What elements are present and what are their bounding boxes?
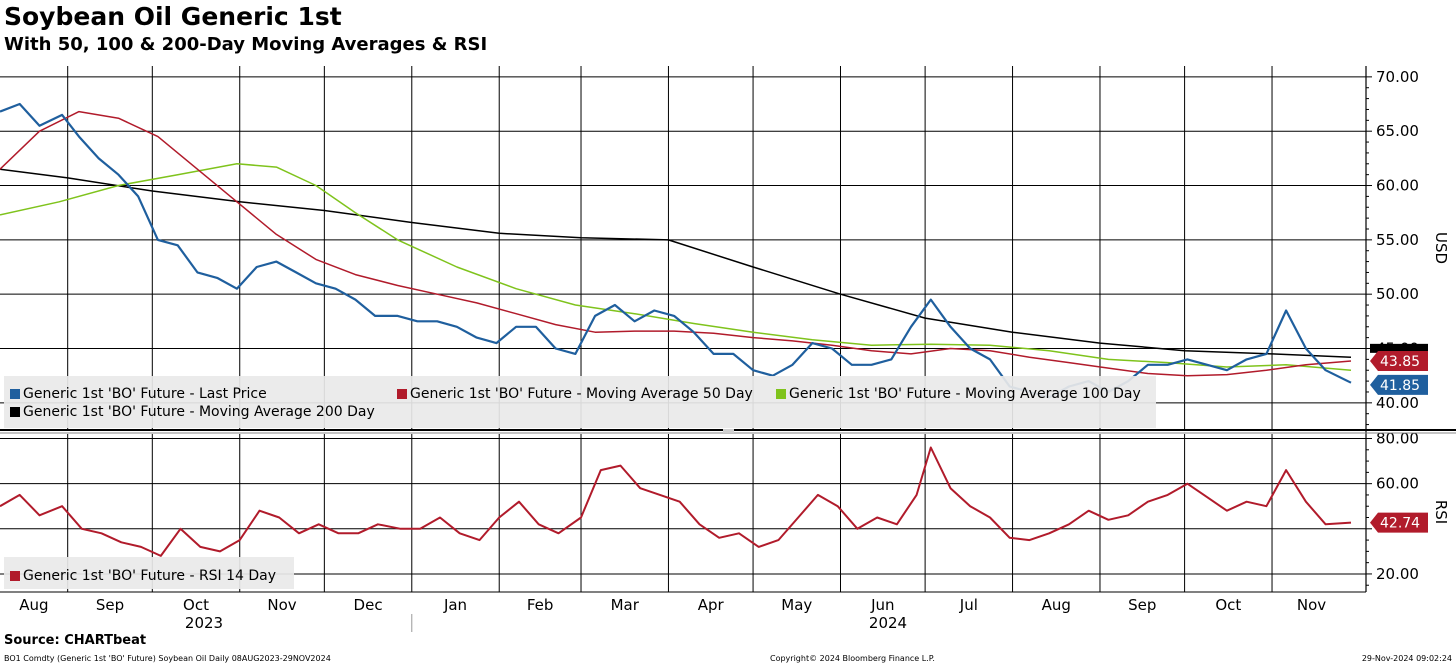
- y-tick-label: 60.00: [1376, 475, 1419, 493]
- y-tick-label: 80.00: [1376, 430, 1419, 448]
- upper-panel-grid: [0, 66, 1366, 430]
- x-tick-label: May: [781, 596, 812, 614]
- y-tick-label: 70.00: [1376, 68, 1419, 86]
- x-tick-label: Jul: [959, 596, 978, 614]
- x-tick-label: Apr: [698, 596, 725, 614]
- timestamp: 29-Nov-2024 09:02:24: [1361, 654, 1452, 663]
- last-value-tag-text: 43.85: [1380, 354, 1420, 370]
- x-tick-label: Jan: [443, 596, 467, 614]
- x-year-label: 2023: [185, 614, 223, 632]
- legend-label: Generic 1st 'BO' Future - RSI 14 Day: [23, 568, 276, 584]
- price-series-group: [0, 102, 1352, 399]
- last-value-tag: 43.85: [1370, 351, 1428, 372]
- y-tick-label: 65.00: [1376, 122, 1419, 140]
- legend-swatch: [397, 389, 407, 399]
- x-tick-label: Oct: [183, 596, 209, 614]
- last-value-tag-text: 41.85: [1380, 378, 1420, 394]
- legends: Generic 1st 'BO' Future - Last Price Gene…: [4, 376, 1156, 589]
- legend-swatch: [776, 389, 786, 399]
- legend-box: [4, 557, 294, 589]
- y-axis-label: USD: [1432, 232, 1450, 264]
- y-axis-label: RSI: [1432, 500, 1450, 524]
- series-line-ma50: [0, 110, 1352, 377]
- legend-label: Generic 1st 'BO' Future - Moving Average…: [789, 386, 1141, 402]
- ma200-marker: [1370, 343, 1428, 353]
- rsi-series-group: [0, 446, 1352, 557]
- x-tick-label: Mar: [611, 596, 640, 614]
- series-line-price: [0, 102, 1352, 399]
- last-value-tag: 41.85: [1370, 374, 1428, 395]
- legend-label: Generic 1st 'BO' Future - Moving Average…: [410, 386, 753, 402]
- x-tick-label: Sep: [96, 596, 124, 614]
- last-value-tag: 42.74: [1370, 512, 1428, 533]
- series-line-ma200: [0, 168, 1352, 358]
- y-tick-label: 50.00: [1376, 285, 1419, 303]
- chart-subtitle: With 50, 100 & 200-Day Moving Averages &…: [4, 34, 488, 55]
- x-tick-label: Jun: [870, 596, 894, 614]
- y-tick-label: 55.00: [1376, 231, 1419, 249]
- axis-labels: 70.0065.0060.0055.0050.0045.0040.0080.00…: [0, 66, 1456, 632]
- last-value-tag-text: 42.74: [1380, 516, 1420, 532]
- x-tick-label: Nov: [1297, 596, 1326, 614]
- last-value-tag-bg: [1370, 512, 1428, 533]
- y-tick-label: 40.00: [1376, 394, 1419, 412]
- ticker-line: BO1 Comdty (Generic 1st 'BO' Future) Soy…: [4, 654, 331, 663]
- source-label: Source: CHARTbeat: [4, 633, 147, 648]
- last-value-tag-bg: [1370, 351, 1428, 372]
- legend-box: [4, 376, 1156, 428]
- legend-label: Generic 1st 'BO' Future - Moving Average…: [23, 404, 375, 420]
- series-line-ma100: [0, 163, 1352, 371]
- x-tick-label: Oct: [1215, 596, 1241, 614]
- legend-label: Generic 1st 'BO' Future - Last Price: [23, 386, 267, 402]
- x-tick-label: Feb: [527, 596, 554, 614]
- legend-swatch: [10, 571, 20, 581]
- x-tick-label: Nov: [267, 596, 296, 614]
- legend-swatch: [10, 407, 20, 417]
- x-year-label: 2024: [869, 614, 907, 632]
- last-value-tag-bg: [1370, 374, 1428, 395]
- y-tick-label: 60.00: [1376, 177, 1419, 195]
- x-tick-label: Aug: [1042, 596, 1071, 614]
- copyright: Copyright© 2024 Bloomberg Finance L.P.: [770, 654, 935, 663]
- chart-title: Soybean Oil Generic 1st: [4, 2, 342, 31]
- legend-swatch: [10, 389, 20, 399]
- series-line-rsi: [0, 446, 1352, 557]
- x-tick-label: Dec: [354, 596, 383, 614]
- panel-grip: [723, 429, 734, 433]
- y-tick-label: 20.00: [1376, 565, 1419, 583]
- x-tick-label: Aug: [19, 596, 48, 614]
- chart-canvas: 70.0065.0060.0055.0050.0045.0040.0080.00…: [0, 66, 1456, 632]
- x-tick-label: Sep: [1128, 596, 1156, 614]
